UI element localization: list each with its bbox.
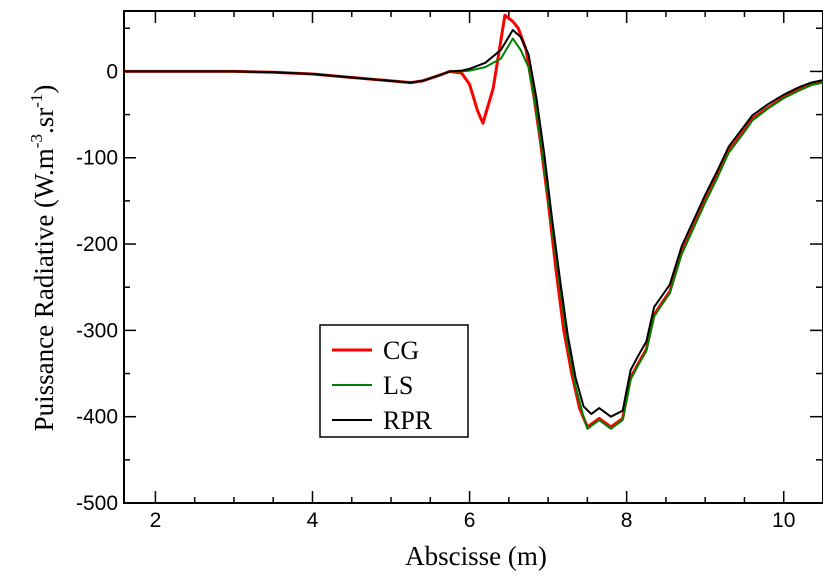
x-tick-label: 2: [150, 509, 162, 532]
series-layer: [124, 13, 823, 430]
legend-entry-cg: CG: [332, 336, 419, 365]
series-line-cg: [124, 13, 823, 429]
x-tick-label: 6: [464, 509, 476, 532]
x-tick-label: 4: [307, 509, 319, 532]
y-axis-title-exp2: -1: [27, 94, 46, 108]
y-axis-title-mid: .sr: [29, 108, 59, 134]
y-axis-title: Puissance Radiative (W.m-3.sr-1): [27, 85, 59, 432]
y-tick-label: -100: [76, 147, 118, 170]
y-axis-ticks: 0 -100 -200 -300 -400 -500: [76, 27, 822, 515]
legend-entry-rpr: RPR: [332, 406, 433, 435]
y-tick-label: -500: [76, 492, 118, 515]
legend-label-ls: LS: [383, 371, 413, 400]
legend-entry-ls: LS: [332, 371, 413, 400]
y-tick-label: -400: [76, 406, 118, 429]
legend-label-cg: CG: [383, 336, 419, 365]
y-tick-label: -200: [76, 233, 118, 256]
y-tick-label: -300: [76, 319, 118, 342]
y-tick-label: 0: [106, 60, 118, 83]
legend: CG LS RPR: [319, 324, 469, 438]
y-axis-title-exp1: -3: [27, 134, 46, 148]
x-axis-ticks: 2 4 6 8 10: [150, 11, 823, 532]
legend-label-rpr: RPR: [383, 406, 433, 435]
series-line-rpr: [124, 29, 823, 418]
y-axis-title-close: ): [29, 85, 59, 94]
y-axis-title-main: Puissance Radiative (W.m: [29, 148, 59, 431]
x-tick-label: 10: [772, 509, 795, 532]
x-tick-label: 8: [621, 509, 633, 532]
x-axis-title: Abscisse (m): [405, 541, 547, 571]
plot-frame: [123, 10, 823, 504]
legend-box: [319, 324, 469, 438]
